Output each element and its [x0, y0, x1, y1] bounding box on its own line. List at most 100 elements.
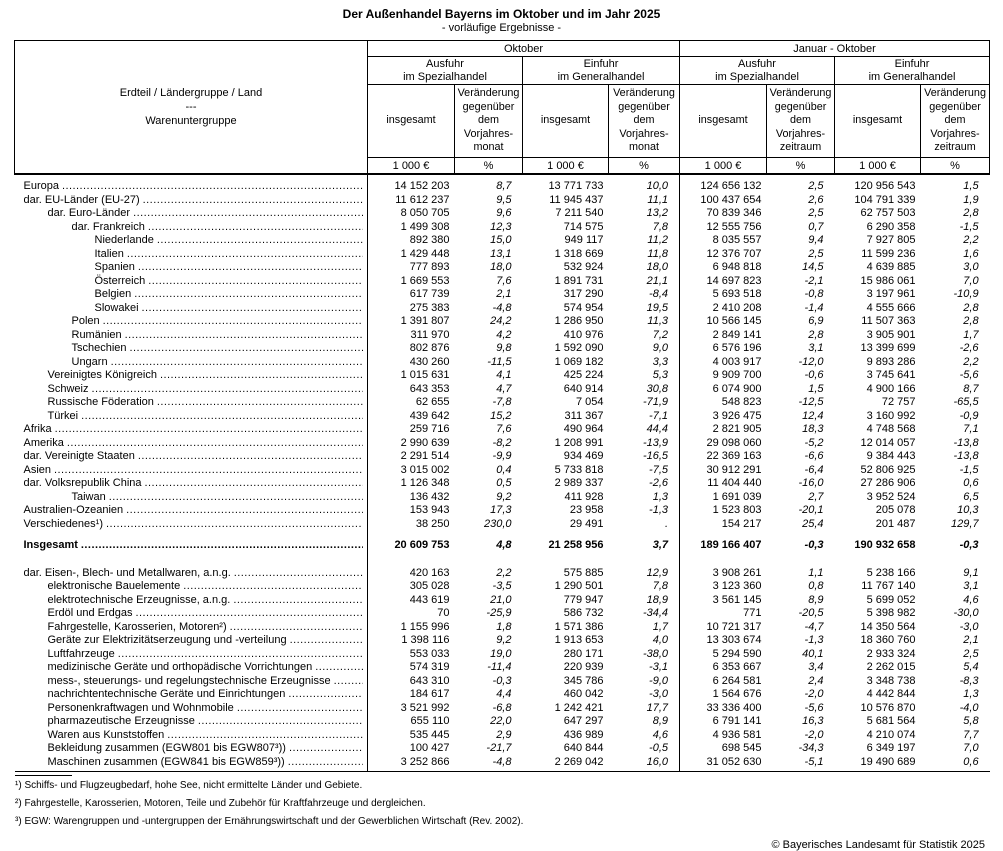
cell-percent: -2,0: [804, 728, 824, 741]
cell-percent: 8,9: [608, 715, 681, 729]
row-label-text: Fahrgestelle, Karosserien, Motoren²): [47, 620, 227, 633]
row-label: Österreich: [14, 274, 368, 288]
row-label-text: medizinische Geräte und orthopädische Vo…: [47, 661, 313, 673]
table-row: dar. Eisen-, Blech- und Metallwaren, a.n…: [14, 552, 990, 580]
table-row: Insgesamt 20 609 753 4,8 21 258 956 3,7 189 1…: [14, 531, 990, 553]
cell-value: 439 642: [409, 409, 450, 422]
dot-leader: [67, 437, 363, 451]
cell-percent: 7,7: [963, 728, 979, 741]
cell-value: 3 160 992: [866, 409, 916, 422]
dot-leader: [334, 675, 363, 689]
table-row: Amerika 2 990 639 -8,2 1 208 991 -13,9 29 098…: [14, 436, 990, 451]
dot-leader: [103, 315, 363, 329]
row-label-text: Russische Föderation: [47, 396, 154, 408]
cell-percent: 2,2: [963, 234, 979, 246]
cell-percent: -7,8: [492, 396, 512, 408]
table-row: mess-, steuerungs- und regelungstechnisc…: [14, 674, 990, 689]
cell-percent: -0,3: [959, 539, 979, 551]
cell-value: 3 561 145: [712, 593, 762, 606]
col-header-ausfuhr-oktober: Ausfuhr im Spezialhandel: [367, 56, 523, 85]
col-header-insgesamt: insgesamt: [834, 84, 922, 158]
cell-value: 11 945 437: [549, 193, 604, 206]
dot-leader: [160, 369, 363, 383]
row-label: dar. Vereinigte Staaten: [14, 450, 368, 464]
dot-leader: [138, 450, 363, 464]
cell-percent: -2,1: [804, 274, 824, 287]
row-label: Türkei: [14, 409, 368, 423]
row-label-text: dar. Vereinigte Staaten: [23, 450, 135, 462]
dot-leader: [148, 221, 363, 235]
cell-percent: 1,3: [608, 490, 681, 504]
cell-percent: -7,1: [608, 409, 681, 423]
header-row-units: 1 000 € % 1 000 € % 1 000 € % 1 000 € %: [15, 157, 991, 175]
cell-percent: 2,8: [808, 328, 824, 341]
cell-percent: -3,0: [608, 688, 681, 702]
row-label: dar. EU-Länder (EU-27): [14, 193, 368, 207]
row-label-text: pharmazeutische Erzeugnisse: [47, 715, 195, 727]
cell-value: 275 383: [409, 301, 450, 314]
cell-value: 62 655: [415, 396, 450, 408]
cell-value: 12 555 756: [706, 220, 762, 233]
cell-percent: -3,0: [959, 620, 979, 633]
cell-percent: 3,0: [963, 261, 979, 273]
table-row: Tschechien 802 876 9,8 1 592 090 9,0 6 576 19…: [14, 342, 990, 356]
cell-value: 548 823: [721, 396, 762, 408]
cell-value: 643 353: [409, 382, 450, 395]
cell-percent: 2,9: [496, 728, 512, 741]
cell-percent: 0,6: [963, 477, 979, 489]
cell-percent: 9,5: [496, 193, 512, 206]
cell-value: 21 258 956: [548, 539, 604, 551]
cell-percent: 5,3: [608, 369, 681, 383]
row-label: Personenkraftwagen und Wohnmobile: [14, 701, 368, 715]
cell-percent: 9,8: [496, 342, 512, 354]
cell-percent: 18,0: [608, 261, 681, 275]
table-row: dar. Frankreich 1 499 308 12,3 714 575 7,8 12…: [14, 220, 990, 235]
cell-value: 30 912 291: [706, 463, 762, 476]
cell-value: 1 669 553: [400, 274, 450, 287]
cell-value: 7 211 540: [555, 207, 604, 219]
cell-percent: -30,0: [953, 607, 979, 619]
row-label-text: Vereinigtes Königreich: [47, 369, 157, 381]
cell-value: 11 404 440: [707, 477, 762, 489]
cell-percent: -8,3: [959, 674, 979, 687]
cell-value: 12 376 707: [706, 247, 762, 260]
row-label: Taiwan: [14, 490, 368, 505]
cell-value: 714 575: [563, 220, 604, 233]
cell-value: 72 757: [881, 396, 916, 408]
cell-value: 3 521 992: [400, 701, 450, 714]
footnote-1: ¹) Schiffs- und Flugzeugbedarf, hohe See…: [15, 780, 363, 791]
cell-percent: 18,0: [490, 261, 512, 273]
dot-leader: [126, 504, 363, 518]
col-header-period-januar-oktober: Januar - Oktober: [679, 40, 991, 57]
cell-percent: 9,0: [608, 342, 681, 356]
row-label-text: Schweiz: [47, 382, 89, 395]
row-label: nachrichtentechnische Geräte und Einrich…: [14, 688, 368, 702]
col-header-veraenderung-vorjahreszeitraum: Veränderung gegenüber dem Vorjahres- zei…: [766, 84, 836, 158]
cell-percent: 21,1: [608, 274, 681, 288]
row-label-text: Tschechien: [71, 342, 127, 354]
dot-leader: [157, 396, 363, 410]
cell-percent: 18,9: [608, 593, 681, 607]
stub-header: Erdteil / Ländergruppe / Land --- Warenu…: [14, 40, 368, 175]
cell-percent: 5,8: [963, 715, 979, 727]
cell-value: 5 238 166: [866, 566, 916, 579]
cell-value: 13 771 733: [548, 180, 604, 192]
cell-percent: -9,9: [492, 450, 512, 462]
cell-value: 779 947: [563, 593, 604, 606]
unit-header-percent: %: [920, 157, 991, 175]
cell-percent: 2,2: [963, 355, 979, 368]
col-header-insgesamt: insgesamt: [679, 84, 768, 158]
cell-value: 6 349 197: [866, 742, 916, 754]
cell-value: 643 310: [409, 674, 450, 687]
cell-percent: 4,6: [963, 593, 979, 606]
cell-value: 1 429 448: [400, 247, 450, 260]
cell-value: 892 380: [409, 234, 450, 246]
cell-percent: 2,6: [808, 193, 824, 206]
row-label-text: mess-, steuerungs- und regelungstechnisc…: [47, 674, 331, 687]
dot-leader: [109, 491, 363, 505]
cell-value: 220 939: [563, 661, 604, 673]
cell-percent: 7,6: [496, 274, 512, 287]
unit-header-percent: %: [766, 157, 836, 175]
cell-value: 2 990 639: [400, 436, 450, 449]
cell-value: 1 318 669: [554, 247, 604, 260]
